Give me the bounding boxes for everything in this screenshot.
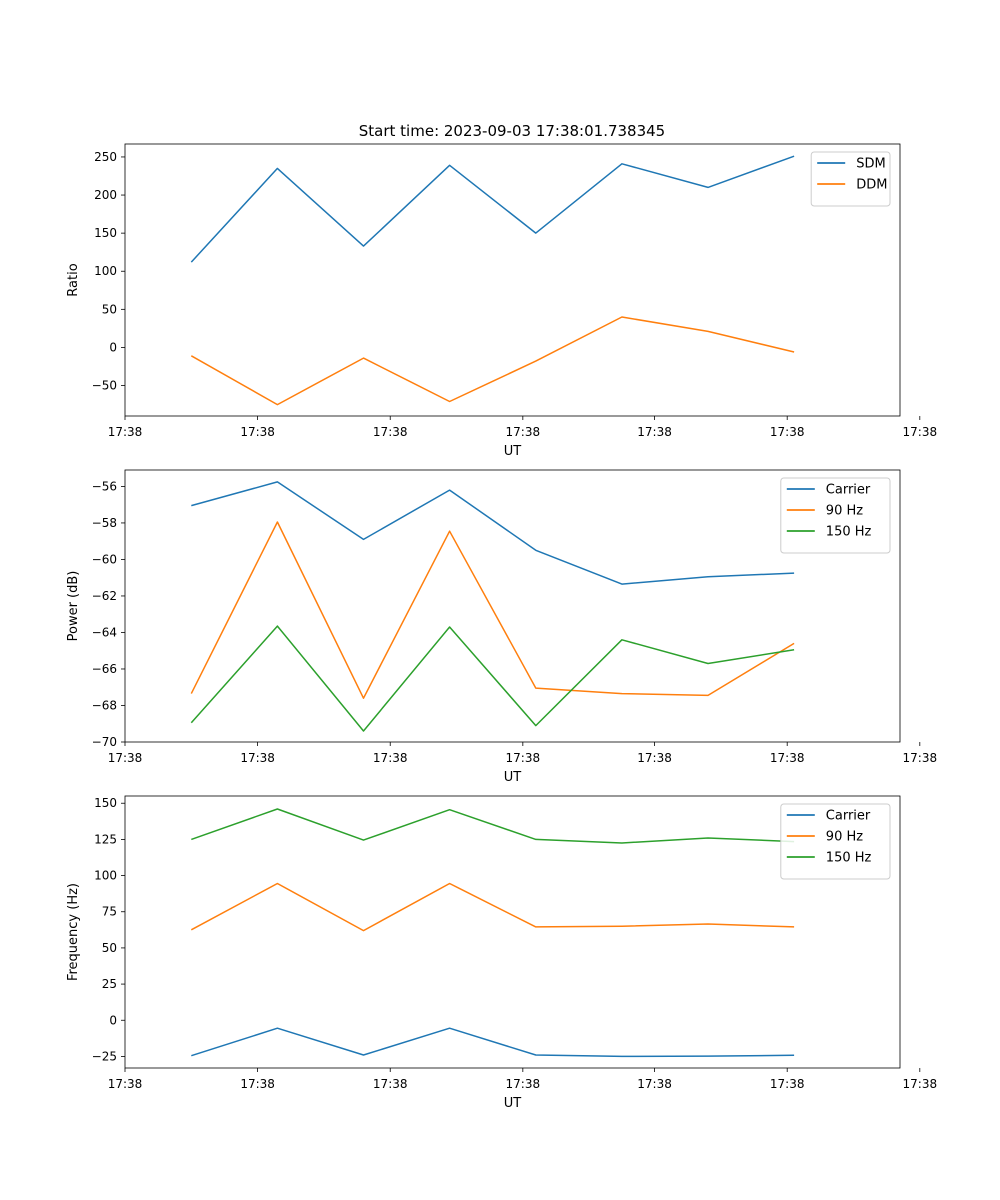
legend-label: DDM — [856, 178, 887, 193]
x-tick-label: 17:38 — [506, 425, 541, 439]
legend-label: 150 Hz — [826, 851, 872, 866]
x-tick-label: 17:38 — [373, 425, 408, 439]
series-line-90-hz — [190, 882, 795, 932]
legend-label: SDM — [856, 157, 885, 172]
x-tick-label: 17:38 — [506, 1077, 541, 1091]
x-tick-label: 17:38 — [373, 1077, 408, 1091]
y-axis-label: Frequency (Hz) — [66, 883, 81, 981]
y-tick-label: 0 — [109, 340, 117, 354]
legend-label: Carrier — [826, 483, 871, 498]
x-tick-label: 17:38 — [108, 751, 143, 765]
axes-frame — [124, 143, 901, 417]
x-tick-label: 17:38 — [373, 751, 408, 765]
x-tick-label: 17:38 — [637, 1077, 672, 1091]
series-line-carrier — [191, 1027, 795, 1058]
x-tick-label: 17:38 — [903, 1077, 938, 1091]
legend-box — [780, 803, 891, 880]
x-tick-label: 17:38 — [770, 425, 805, 439]
subplot-1: 17:38 17:38 17:38 17:38 17:38 17:38 17:38 −50 0 5… — [66, 143, 938, 459]
axes-frame — [124, 795, 901, 1069]
legend: Carrier 90 Hz 150 Hz — [780, 803, 891, 880]
x-tick-label: 17:38 — [637, 425, 672, 439]
legend-label: 90 Hz — [826, 504, 863, 519]
legend-label: Carrier — [826, 809, 871, 824]
y-tick-label: 150 — [94, 796, 117, 810]
y-tick-label: 150 — [94, 226, 117, 240]
y-tick-label: −50 — [92, 379, 117, 393]
x-tick-label: 17:38 — [770, 751, 805, 765]
y-tick-label: 25 — [102, 977, 117, 991]
x-tick-label: 17:38 — [903, 425, 938, 439]
y-tick-label: −58 — [92, 516, 117, 530]
y-tick-label: −70 — [92, 735, 117, 749]
x-tick-label: 17:38 — [240, 751, 275, 765]
y-tick-label: 50 — [102, 941, 117, 955]
x-axis-label: UT — [504, 444, 522, 459]
x-tick-label: 17:38 — [240, 1077, 275, 1091]
legend-box — [780, 477, 891, 554]
y-tick-label: 250 — [94, 150, 117, 164]
x-axis-label: UT — [504, 1096, 522, 1111]
y-tick-label: 75 — [102, 905, 117, 919]
y-tick-label: −25 — [92, 1049, 117, 1063]
series-line-ddm — [190, 316, 795, 406]
legend: Carrier 90 Hz 150 Hz — [780, 477, 891, 554]
y-tick-label: −62 — [92, 589, 117, 603]
y-tick-label: 200 — [94, 188, 117, 202]
series-line-carrier — [191, 481, 795, 585]
x-axis-label: UT — [504, 770, 522, 785]
series-line-150-hz — [190, 625, 795, 732]
subplot-2: 17:38 17:38 17:38 17:38 17:38 17:38 17:38 −70 −6… — [66, 469, 938, 785]
series-line-sdm — [190, 155, 795, 263]
subplot-3: 17:38 17:38 17:38 17:38 17:38 17:38 17:38 −25 0 2… — [66, 795, 938, 1111]
x-tick-label: 17:38 — [903, 751, 938, 765]
x-tick-label: 17:38 — [240, 425, 275, 439]
subplots: 17:38 17:38 17:38 17:38 17:38 17:38 17:38 −50 0 5… — [66, 143, 938, 1111]
legend-box — [810, 151, 891, 207]
legend-label: 90 Hz — [826, 830, 863, 845]
y-tick-label: 100 — [94, 264, 117, 278]
y-tick-label: −66 — [92, 662, 117, 676]
series-line-90-hz — [190, 521, 795, 699]
x-tick-label: 17:38 — [770, 1077, 805, 1091]
y-tick-label: 50 — [102, 302, 117, 316]
x-tick-label: 17:38 — [108, 1077, 143, 1091]
series-line-150-hz — [191, 808, 795, 844]
y-tick-label: 0 — [109, 1013, 117, 1027]
y-tick-label: −56 — [92, 479, 117, 493]
y-tick-label: 100 — [94, 869, 117, 883]
y-tick-label: −60 — [92, 552, 117, 566]
legend: SDM DDM — [810, 151, 891, 207]
x-tick-label: 17:38 — [506, 751, 541, 765]
x-tick-label: 17:38 — [108, 425, 143, 439]
legend-label: 150 Hz — [826, 525, 872, 540]
y-axis-label: Power (dB) — [66, 571, 81, 642]
x-tick-label: 17:38 — [637, 751, 672, 765]
y-tick-label: 125 — [94, 832, 117, 846]
y-axis-label: Ratio — [66, 263, 81, 296]
axes-frame — [124, 469, 901, 743]
y-tick-label: −64 — [92, 625, 117, 639]
y-tick-label: −68 — [92, 698, 117, 712]
figure-title: Start time: 2023-09-03 17:38:01.738345 — [359, 122, 665, 140]
